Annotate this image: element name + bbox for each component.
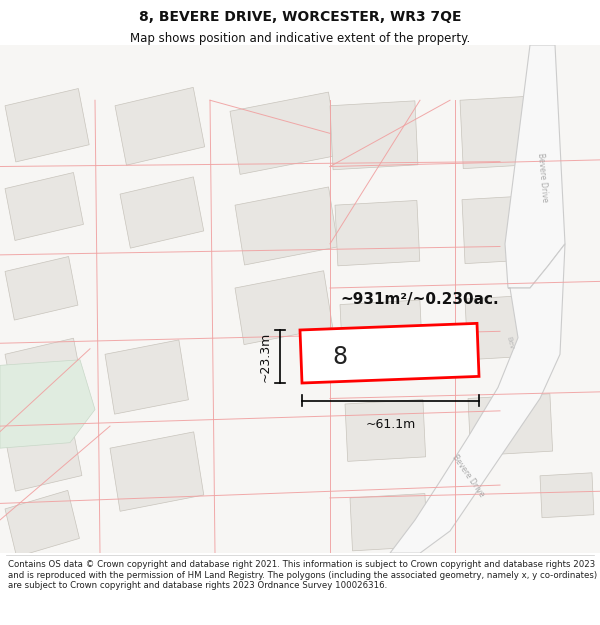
Polygon shape <box>5 256 78 320</box>
Polygon shape <box>460 95 553 169</box>
Polygon shape <box>390 244 565 553</box>
Polygon shape <box>350 494 427 551</box>
Polygon shape <box>0 360 95 448</box>
Polygon shape <box>5 491 79 557</box>
Polygon shape <box>505 45 565 288</box>
Polygon shape <box>340 300 423 365</box>
Polygon shape <box>335 201 420 266</box>
Polygon shape <box>110 432 204 511</box>
Polygon shape <box>230 92 338 174</box>
Text: Bevere Drive: Bevere Drive <box>536 152 550 202</box>
Text: 8: 8 <box>332 344 347 369</box>
Polygon shape <box>468 394 553 456</box>
Polygon shape <box>345 399 425 461</box>
Polygon shape <box>300 323 479 383</box>
Text: Map shows position and indicative extent of the property.: Map shows position and indicative extent… <box>130 32 470 46</box>
Polygon shape <box>465 294 553 360</box>
Polygon shape <box>105 340 188 414</box>
Polygon shape <box>115 88 205 165</box>
Text: ~23.3m: ~23.3m <box>259 331 272 382</box>
Polygon shape <box>5 173 83 241</box>
Polygon shape <box>462 194 553 264</box>
Text: 8, BEVERE DRIVE, WORCESTER, WR3 7QE: 8, BEVERE DRIVE, WORCESTER, WR3 7QE <box>139 10 461 24</box>
Polygon shape <box>5 338 84 411</box>
Text: Bevere Drive: Bevere Drive <box>450 453 486 499</box>
Polygon shape <box>235 271 332 344</box>
Text: ~61.1m: ~61.1m <box>365 418 416 431</box>
Polygon shape <box>235 187 338 265</box>
Polygon shape <box>120 177 204 248</box>
Text: Bev: Bev <box>505 336 515 351</box>
Polygon shape <box>5 89 89 162</box>
Polygon shape <box>330 101 418 170</box>
Polygon shape <box>540 472 594 518</box>
Text: Contains OS data © Crown copyright and database right 2021. This information is : Contains OS data © Crown copyright and d… <box>8 560 597 590</box>
Text: ~931m²/~0.230ac.: ~931m²/~0.230ac. <box>341 291 499 306</box>
Polygon shape <box>5 421 82 491</box>
